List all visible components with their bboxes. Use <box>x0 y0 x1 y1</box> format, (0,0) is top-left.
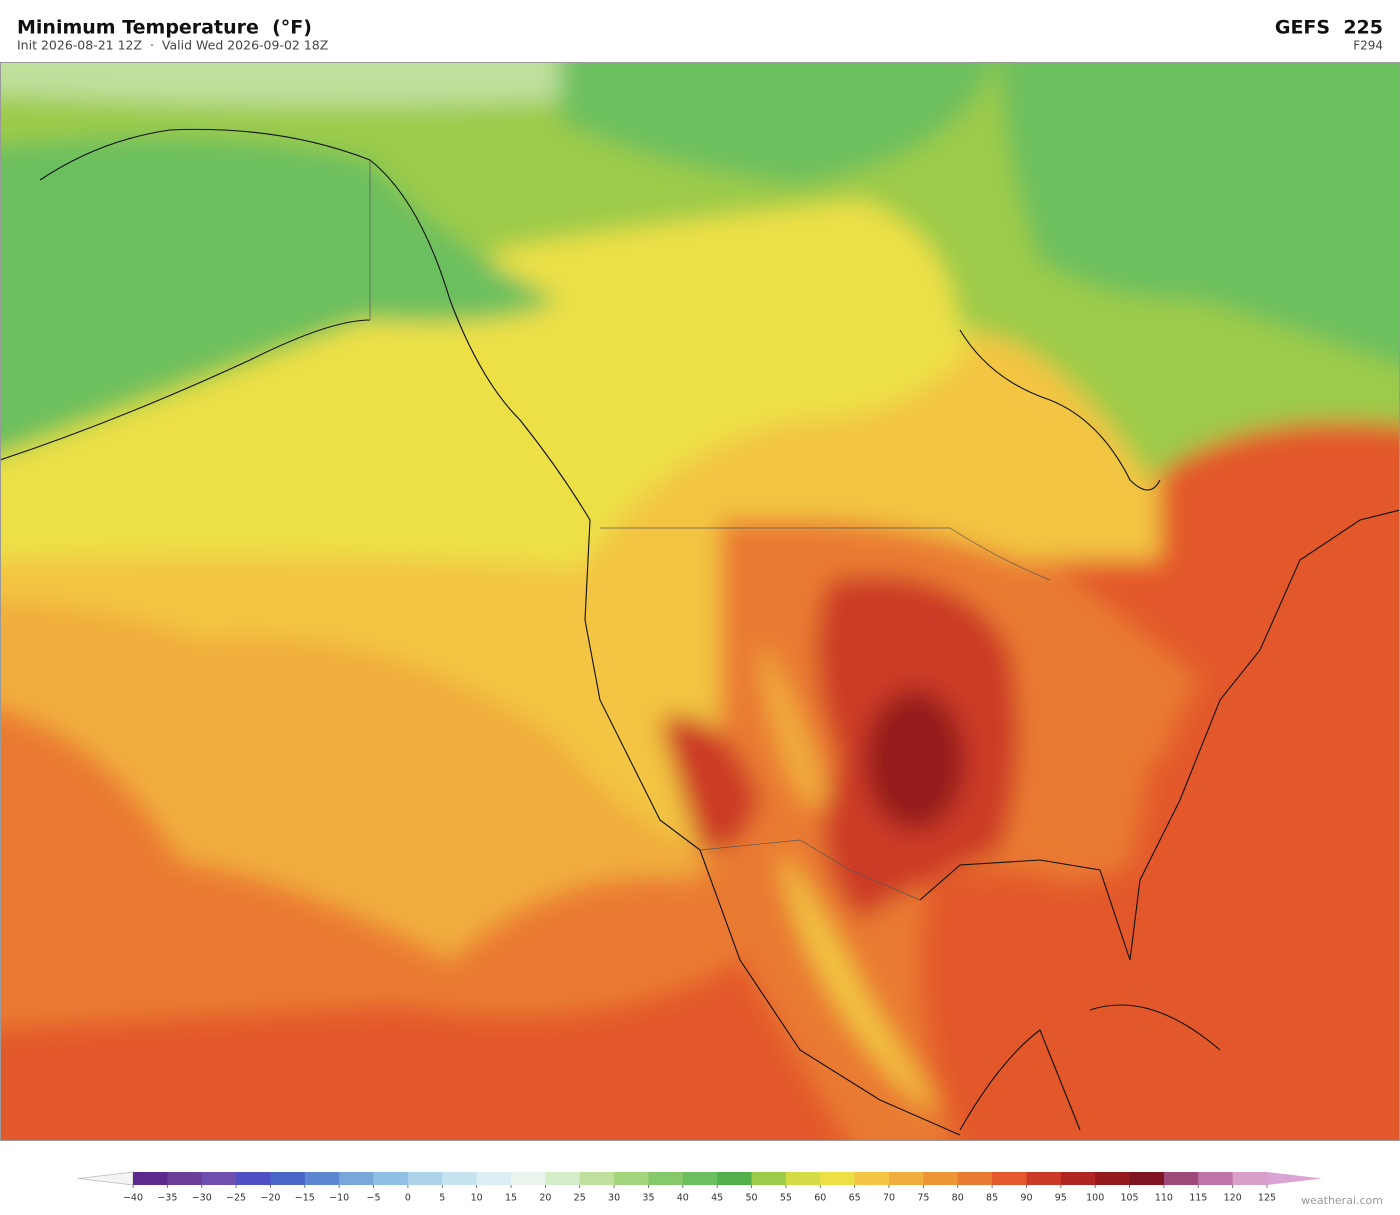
credit: weatherai.com <box>1301 1194 1383 1207</box>
colorbar-tick-label: −30 <box>192 1193 212 1204</box>
model-name: GEFS 225 <box>1275 17 1383 39</box>
colorbar-segment <box>407 1172 443 1185</box>
forecast-hour: F294 <box>1353 39 1383 53</box>
temperature-field <box>0 62 1400 1141</box>
colorbar-segment <box>717 1172 752 1185</box>
colorbar-segment <box>1129 1172 1165 1185</box>
colorbar-segment <box>614 1172 649 1185</box>
colorbar-tick-label: 20 <box>539 1193 551 1204</box>
colorbar-segment <box>751 1172 787 1185</box>
map-subtitle: Init 2026-08-21 12Z · Valid Wed 2026-09-… <box>17 38 328 53</box>
colorbar-segment <box>270 1172 306 1185</box>
colorbar-segment <box>304 1172 340 1185</box>
colorbar-tick-label: 70 <box>883 1193 895 1204</box>
colorbar-tick-label: 75 <box>917 1193 929 1204</box>
colorbar-tick-label: −35 <box>157 1193 177 1204</box>
colorbar-segment <box>201 1172 237 1185</box>
colorbar-segment <box>992 1172 1027 1185</box>
colorbar-tick-label: 45 <box>711 1193 723 1204</box>
colorbar-segment <box>957 1172 993 1185</box>
colorbar-segment <box>511 1172 546 1185</box>
colorbar-tick-label: 25 <box>574 1193 586 1204</box>
borders <box>369 160 1051 901</box>
colorbar-tick-label: 125 <box>1258 1193 1276 1204</box>
colorbar-tick-label: −5 <box>367 1193 381 1204</box>
colorbar-tick-label: 50 <box>745 1193 757 1204</box>
colorbar-tick-label: −10 <box>329 1193 349 1204</box>
colorbar-tick-label: 5 <box>439 1193 445 1204</box>
colorbar-segment <box>1163 1172 1199 1185</box>
colorbar-tick-label: 115 <box>1189 1193 1207 1204</box>
colorbar-tick-label: 85 <box>986 1193 998 1204</box>
colorbar-segment <box>1095 1172 1130 1185</box>
colorbar-tick-label: 10 <box>471 1193 483 1204</box>
colorbar-tick-label: 120 <box>1224 1193 1242 1204</box>
colorbar-tick-label: 100 <box>1086 1193 1104 1204</box>
colorbar-tick-label: −40 <box>123 1193 143 1204</box>
colorbar-segment <box>579 1172 615 1185</box>
colorbar-segment <box>820 1172 856 1185</box>
colorbar-segment <box>854 1172 890 1185</box>
colorbar-segment <box>1060 1172 1096 1185</box>
colorbar-tick-label: 15 <box>505 1193 517 1204</box>
colorbar-over <box>1267 1172 1322 1185</box>
colorbar-segment <box>923 1172 959 1185</box>
colorbar-tick-label: 95 <box>1055 1193 1067 1204</box>
colorbar-tick-label: 65 <box>849 1193 861 1204</box>
colorbar-tick-label: 105 <box>1120 1193 1138 1204</box>
colorbar-tick-label: 90 <box>1020 1193 1032 1204</box>
colorbar-segment <box>236 1172 271 1185</box>
colorbar-tick-label: 0 <box>405 1193 411 1204</box>
colorbar-tick-label: 55 <box>780 1193 792 1204</box>
colorbar-segment <box>442 1172 478 1185</box>
colorbar-tick-label: 35 <box>642 1193 654 1204</box>
map-title: Minimum Temperature (°F) <box>17 17 312 39</box>
colorbar: −40 −35 −30 −25 −20 −15 −10 −5 0 5 10 15 20 25 30 35 40 4… <box>77 1171 1322 1204</box>
colorbar-tick-label: −15 <box>295 1193 315 1204</box>
coastlines <box>0 128 1400 1136</box>
colorbar-segment <box>339 1172 374 1185</box>
colorbar-segment <box>648 1172 684 1185</box>
colorbar-segment <box>682 1172 718 1185</box>
colorbar-segment <box>167 1172 203 1185</box>
colorbar-tick-label: 60 <box>814 1193 826 1204</box>
colorbar-segment <box>1026 1172 1062 1185</box>
colorbar-tick-label: 30 <box>608 1193 620 1204</box>
colorbar-tick-label: 110 <box>1155 1193 1173 1204</box>
colorbar-segment <box>785 1172 821 1185</box>
colorbar-tick-label: 40 <box>677 1193 689 1204</box>
colorbar-segment <box>545 1172 581 1185</box>
colorbar-tick-label: 80 <box>952 1193 964 1204</box>
colorbar-segment <box>476 1172 512 1185</box>
colorbar-segment <box>1232 1172 1268 1185</box>
colorbar-segment <box>1198 1172 1234 1185</box>
colorbar-tick-label: −25 <box>226 1193 246 1204</box>
colorbar-segment <box>133 1172 168 1185</box>
colorbar-segment <box>373 1172 409 1185</box>
colorbar-tick-label: −20 <box>260 1193 280 1204</box>
colorbar-segment <box>889 1172 924 1185</box>
